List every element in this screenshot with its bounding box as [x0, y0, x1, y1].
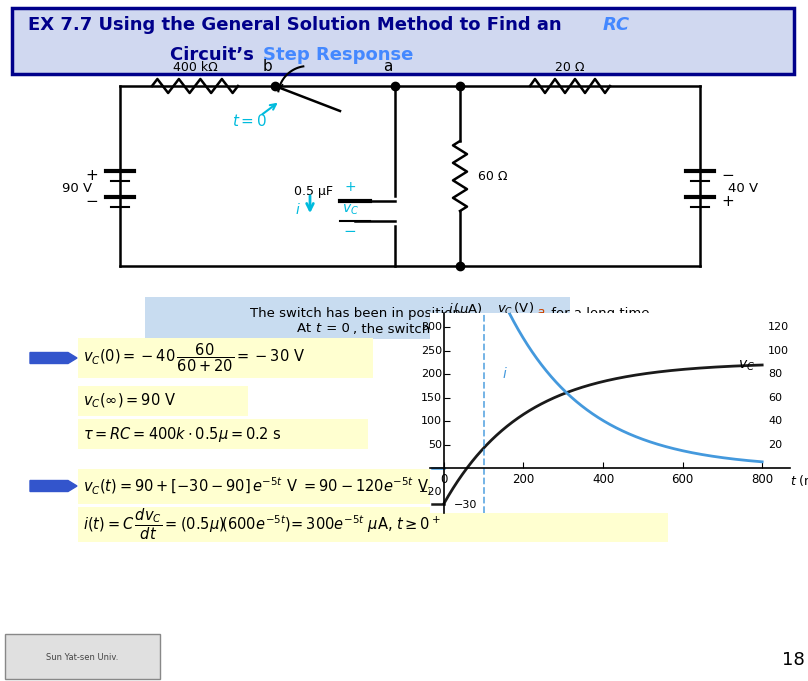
Bar — [12, 8, 794, 74]
Text: a: a — [536, 306, 544, 319]
Bar — [78, 469, 668, 504]
Text: $v_C(\infty)=90$ V: $v_C(\infty)=90$ V — [83, 392, 176, 410]
Text: b: b — [263, 59, 273, 74]
Text: $v_C$: $v_C$ — [342, 203, 359, 217]
Text: $v_C$: $v_C$ — [739, 358, 755, 373]
Text: $i\,(\mu\mathrm{A})$: $i\,(\mu\mathrm{A})$ — [448, 300, 482, 317]
Text: Circuit’s: Circuit’s — [170, 46, 260, 64]
Text: 100: 100 — [768, 346, 789, 355]
Text: 90 V: 90 V — [62, 183, 92, 195]
Text: 40 V: 40 V — [728, 183, 758, 195]
Bar — [78, 386, 248, 416]
Text: a: a — [383, 59, 393, 74]
Text: $i$: $i$ — [502, 366, 507, 381]
Text: 20 Ω: 20 Ω — [555, 61, 585, 74]
Text: 250: 250 — [421, 346, 442, 355]
Text: 200: 200 — [421, 369, 442, 379]
Bar — [78, 507, 668, 542]
Text: 60: 60 — [768, 393, 782, 402]
Text: −: − — [722, 168, 734, 183]
Text: 18: 18 — [781, 651, 805, 669]
Text: 150: 150 — [421, 393, 442, 402]
Text: 20: 20 — [768, 440, 782, 449]
Text: 60 Ω: 60 Ω — [478, 170, 507, 183]
Text: −: − — [343, 223, 356, 238]
Text: −: − — [86, 195, 99, 210]
FancyArrow shape — [30, 481, 77, 492]
Bar — [145, 297, 570, 339]
Text: for a long time.: for a long time. — [547, 306, 654, 319]
Bar — [5, 634, 160, 679]
Text: 300: 300 — [421, 322, 442, 332]
Text: 40: 40 — [768, 416, 782, 426]
Text: +: + — [344, 180, 356, 194]
Text: +: + — [86, 168, 99, 183]
Text: , the switch moves to position: , the switch moves to position — [353, 323, 558, 336]
Text: $v_C\,\mathrm{(V)}$: $v_C\,\mathrm{(V)}$ — [497, 301, 534, 317]
Text: 0.5 μF: 0.5 μF — [294, 185, 333, 197]
Text: −30: −30 — [454, 500, 478, 510]
Text: Step Response: Step Response — [263, 46, 414, 64]
Text: $v_C(t)=90+[-30-90]\,e^{-5t}$ V $=90-120e^{-5t}$ V,$\quad t\geq 0$: $v_C(t)=90+[-30-90]\,e^{-5t}$ V $=90-120… — [83, 475, 480, 496]
Text: 80: 80 — [768, 369, 782, 379]
Text: +: + — [722, 195, 734, 210]
Text: $v_C(0)=-40\,\dfrac{60}{60+20}=-30$ V: $v_C(0)=-40\,\dfrac{60}{60+20}=-30$ V — [83, 342, 305, 375]
Text: 100: 100 — [421, 416, 442, 426]
Bar — [78, 419, 368, 449]
Text: $\tau = RC = 400k\cdot 0.5\mu = 0.2$ s: $\tau = RC = 400k\cdot 0.5\mu = 0.2$ s — [83, 424, 281, 443]
Text: = 0: = 0 — [322, 323, 350, 336]
Text: 120: 120 — [768, 322, 789, 332]
Text: b: b — [541, 323, 549, 336]
Text: $t=0$: $t=0$ — [233, 113, 267, 129]
Text: .: . — [549, 323, 553, 336]
Text: 50: 50 — [428, 440, 442, 449]
Text: 400 kΩ: 400 kΩ — [173, 61, 217, 74]
Bar — [78, 338, 373, 378]
Text: EX 7.7 Using the General Solution Method to Find an: EX 7.7 Using the General Solution Method… — [28, 16, 568, 34]
Text: −20: −20 — [419, 487, 442, 497]
Text: $i$: $i$ — [295, 202, 301, 217]
Text: The switch has been in position: The switch has been in position — [250, 306, 465, 319]
Text: $i(t)=C\,\dfrac{dv_C}{dt}=(0.5\mu)\!\left(600e^{-5t}\right)\!=300e^{-5t}$ $\mu$A: $i(t)=C\,\dfrac{dv_C}{dt}=(0.5\mu)\!\lef… — [83, 507, 441, 541]
Text: RC: RC — [603, 16, 630, 34]
Text: At: At — [297, 323, 315, 336]
Text: $t$: $t$ — [315, 323, 322, 336]
FancyArrow shape — [30, 353, 77, 364]
Text: Sun Yat-sen Univ.: Sun Yat-sen Univ. — [46, 652, 118, 661]
Text: $t$ (ms): $t$ (ms) — [790, 473, 808, 488]
